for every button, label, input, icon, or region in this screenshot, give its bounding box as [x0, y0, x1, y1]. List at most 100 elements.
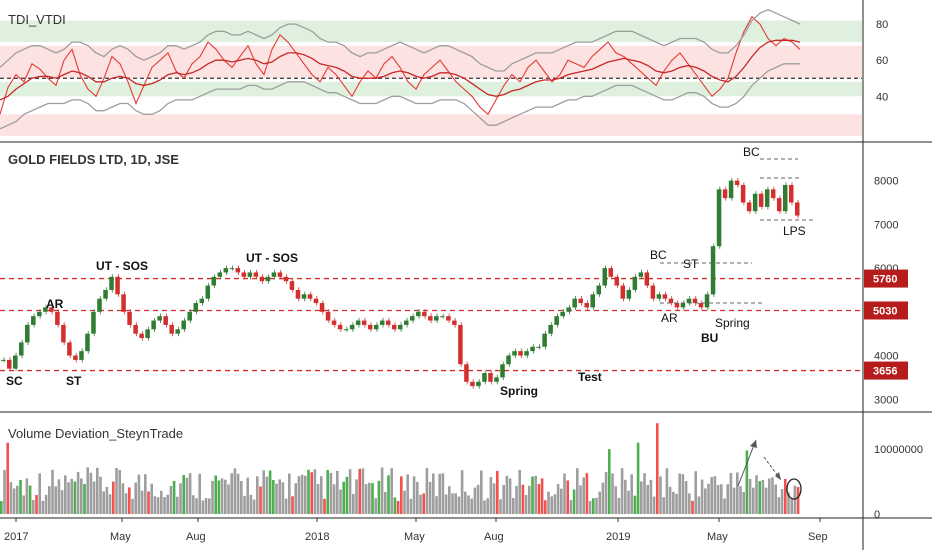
price-y-tick-label: 4000: [874, 351, 898, 363]
volume-bar: [329, 472, 333, 514]
candle-body: [157, 316, 162, 321]
candle-body: [704, 294, 710, 308]
volume-bar: [384, 492, 387, 514]
volume-bar: [652, 496, 656, 514]
volume-bar: [224, 479, 227, 514]
volume-bar: [585, 473, 589, 514]
candle-body: [307, 294, 313, 299]
volume-bar: [668, 486, 672, 514]
x-axis-label: 2019: [606, 531, 630, 543]
volume-bar: [188, 473, 192, 514]
volume-bar: [640, 481, 643, 514]
volume-bar: [592, 498, 595, 514]
volume-bar: [761, 479, 765, 514]
volume-bar: [707, 483, 710, 514]
x-axis-label: May: [404, 531, 425, 543]
volume-bar: [22, 495, 25, 514]
volume-bar: [777, 497, 781, 514]
volume-bar: [704, 488, 707, 514]
candle-body: [788, 184, 794, 203]
candle-body: [602, 268, 608, 286]
volume-bar: [115, 467, 118, 514]
price-panel: SC AR ST UT - SOS UT - SOS Spring Test BC ST AR Sp…: [0, 145, 862, 398]
volume-bar: [476, 484, 480, 514]
volume-bar: [393, 497, 397, 514]
candle-body: [301, 294, 307, 299]
candle-body: [536, 346, 541, 348]
candle-body: [49, 307, 54, 312]
tdi-y-axis: 40 60 80: [876, 19, 888, 103]
candle-body: [337, 324, 343, 330]
candle-body: [710, 246, 716, 295]
candle-body: [464, 364, 469, 382]
volume-bar: [416, 481, 419, 514]
volume-bar: [572, 489, 576, 514]
candle-body: [728, 180, 734, 199]
volume-bar: [406, 474, 409, 514]
candle-body: [638, 272, 644, 277]
volume-bar: [41, 500, 45, 514]
candle-body: [716, 189, 722, 247]
candle-body: [367, 324, 373, 330]
volume-y-tick-label: 10000000: [874, 444, 923, 456]
volume-bar: [656, 423, 659, 514]
volume-bar: [25, 478, 29, 514]
volume-bar: [208, 498, 211, 514]
candle-body: [782, 184, 788, 212]
price-y-tick-label: 7000: [874, 219, 898, 231]
volume-bar: [454, 493, 457, 514]
candle-body: [776, 198, 782, 212]
volume-bar: [675, 493, 678, 514]
volume-bar: [195, 498, 198, 514]
volume-bar: [16, 485, 19, 514]
candle-body: [91, 311, 96, 334]
candle-body: [722, 189, 728, 199]
volume-bar: [556, 484, 560, 514]
candle-body: [530, 346, 535, 352]
volume-down-arrowhead: [775, 472, 781, 480]
candle-body: [97, 298, 102, 312]
volume-bar: [780, 489, 784, 514]
tdi-y-tick-label: 80: [876, 19, 888, 31]
volume-bar: [137, 474, 141, 514]
candle-body: [404, 320, 409, 325]
volume-bar: [313, 469, 317, 514]
volume-bar: [457, 496, 461, 514]
volume-bar: [44, 494, 48, 514]
volume-bar: [505, 475, 509, 514]
volume-bar: [364, 484, 368, 514]
volume-bar: [614, 486, 617, 514]
volume-bar: [185, 477, 189, 514]
volume-bar: [297, 476, 301, 514]
volume-bar: [140, 490, 144, 514]
candle-body: [145, 329, 150, 339]
tdi-signal-line: [0, 39, 801, 101]
volume-bar: [499, 499, 502, 514]
volume-bar: [732, 487, 736, 514]
volume-bar: [736, 472, 739, 514]
x-axis-label: Aug: [484, 531, 504, 543]
volume-bar: [262, 470, 265, 514]
volume-bar: [681, 474, 685, 514]
volume-bar: [96, 467, 99, 514]
volume-bar: [374, 498, 377, 514]
volume-bar: [396, 500, 400, 514]
wyckoff-range-lines: [660, 158, 815, 304]
volume-bar: [342, 481, 345, 514]
candle-body: [289, 281, 295, 290]
price-y-tick-label: 3000: [874, 394, 898, 406]
volume-bar: [480, 470, 483, 514]
volume-bar: [547, 491, 550, 514]
volume-bar: [169, 485, 173, 514]
volume-bar: [339, 489, 342, 514]
wyckoff-label: UT - SOS: [96, 259, 148, 273]
volume-bar: [473, 487, 477, 514]
price-level-tag-bg: [864, 301, 908, 320]
tdi-band-3: [0, 114, 862, 136]
volume-bar: [448, 486, 451, 514]
candle-body: [133, 324, 138, 334]
volume-bar: [409, 498, 413, 514]
volume-bar: [310, 472, 313, 514]
candle-body: [482, 373, 487, 382]
